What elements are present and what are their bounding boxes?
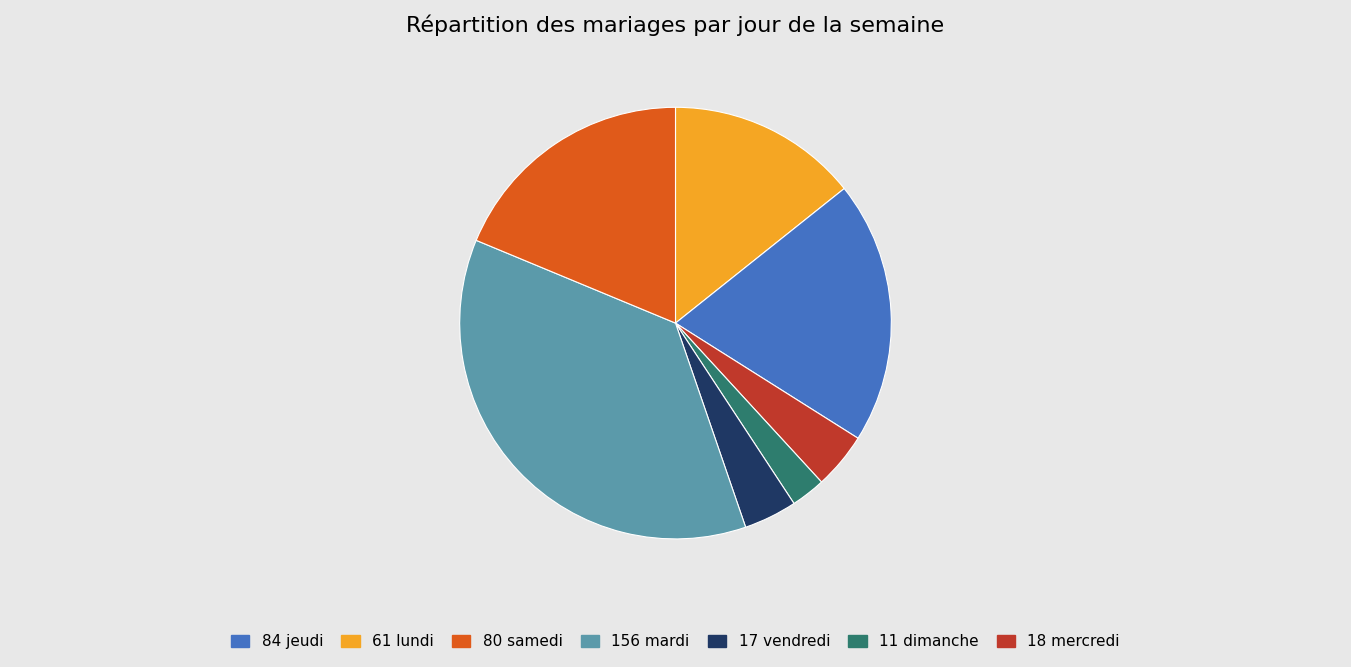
Wedge shape [676, 107, 844, 323]
Wedge shape [676, 323, 858, 482]
Wedge shape [676, 189, 892, 438]
Wedge shape [676, 323, 821, 504]
Title: Répartition des mariages par jour de la semaine: Répartition des mariages par jour de la … [407, 15, 944, 37]
Wedge shape [459, 240, 746, 539]
Wedge shape [476, 107, 676, 323]
Wedge shape [676, 323, 794, 527]
Legend: 84 jeudi, 61 lundi, 80 samedi, 156 mardi, 17 vendredi, 11 dimanche, 18 mercredi: 84 jeudi, 61 lundi, 80 samedi, 156 mardi… [226, 628, 1125, 656]
